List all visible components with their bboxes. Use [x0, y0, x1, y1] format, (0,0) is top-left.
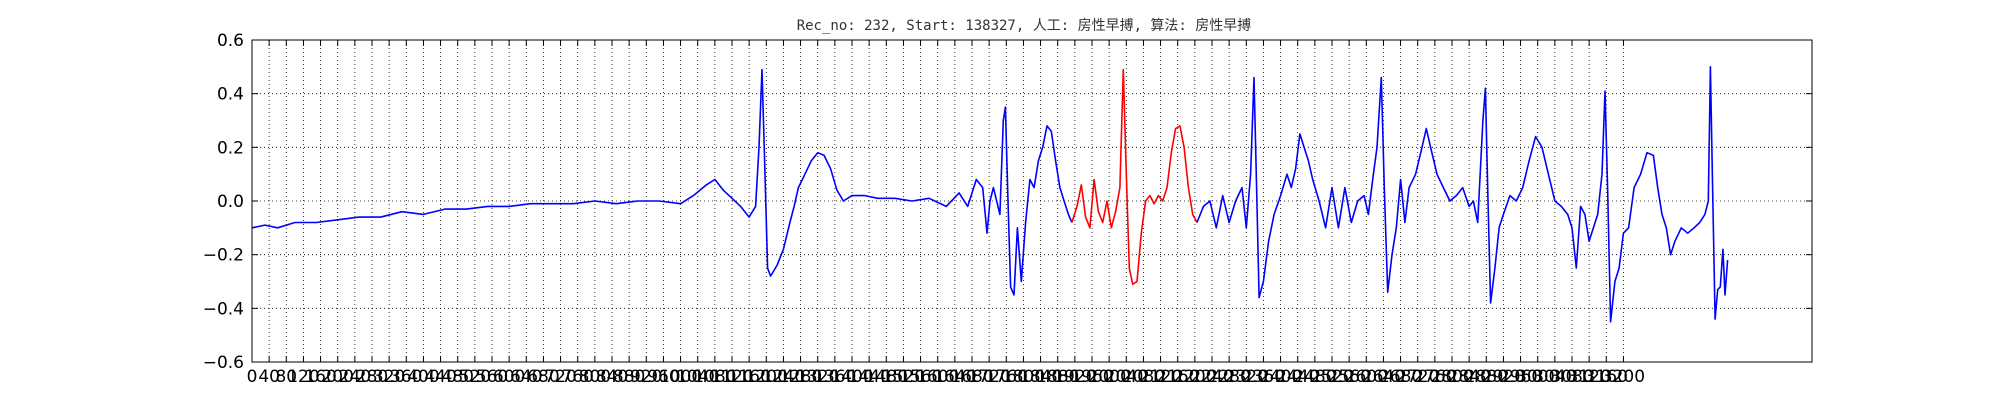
y-tick-label: −0.2	[203, 246, 244, 266]
x-tick-label: 0	[247, 367, 258, 387]
x-tick-label: 2520	[1310, 367, 1353, 387]
x-tick-label: 2280	[1208, 367, 1251, 387]
x-tick-label: 3160	[1585, 367, 1628, 387]
x-tick-label: 160	[304, 367, 336, 387]
x-tick-label: 80	[275, 367, 297, 387]
x-tick-label: 40	[258, 367, 280, 387]
x-tick-label: 1680	[950, 367, 993, 387]
x-tick-label: 1640	[933, 367, 976, 387]
x-tick-label: 240	[339, 367, 371, 387]
x-tick-label: 2840	[1448, 367, 1491, 387]
x-tick-label: 1400	[830, 367, 873, 387]
x-tick-label: 2080	[1122, 367, 1165, 387]
x-tick-label: 2680	[1379, 367, 1422, 387]
x-tick-label: 2200	[1173, 367, 1216, 387]
x-tick-label: 120	[287, 367, 319, 387]
x-tick-label: 1120	[710, 367, 753, 387]
x-tick-label: 2920	[1482, 367, 1525, 387]
x-tick-label: 1440	[848, 367, 891, 387]
x-tick-label: 1840	[1019, 367, 1062, 387]
x-tick-label: 1800	[1002, 367, 1045, 387]
x-axis-tick-labels: 0 408012016020024028032036040044048052056…	[247, 367, 1645, 387]
x-tick-label: 1200	[745, 367, 788, 387]
x-tick-label: 200	[321, 367, 353, 387]
x-tick-label: 320	[373, 367, 405, 387]
x-tick-label: 440	[424, 367, 456, 387]
x-tick-label: 400	[407, 367, 439, 387]
x-tick-label: 1240	[762, 367, 805, 387]
x-tick-label: 1280	[779, 367, 822, 387]
chart-title: Rec_no: 232, Start: 138327, 人工: 房性早搏, 算法…	[797, 17, 1252, 34]
ecg-series-line	[1196, 66, 1729, 323]
x-tick-label: 1480	[865, 367, 908, 387]
x-tick-label: 800	[579, 367, 611, 387]
x-tick-label: 3000	[1516, 367, 1559, 387]
x-tick-label: 2000	[1088, 367, 1131, 387]
x-tick-label: 3040	[1533, 367, 1576, 387]
x-tick-label: 2040	[1105, 367, 1148, 387]
x-tick-label: 680	[527, 367, 559, 387]
x-tick-label: 360	[390, 367, 422, 387]
x-tick-label: 480	[441, 367, 473, 387]
y-tick-label: 0.4	[217, 85, 244, 105]
x-tick-label: 2800	[1430, 367, 1473, 387]
x-tick-label: 1600	[916, 367, 959, 387]
x-tick-label: 2400	[1259, 367, 1302, 387]
x-tick-label: 920	[630, 367, 662, 387]
ecg-signal	[251, 66, 1729, 323]
y-tick-label: 0.2	[217, 138, 244, 158]
y-tick-label: −0.6	[203, 353, 244, 373]
x-tick-label: 600	[493, 367, 525, 387]
x-tick-label: 2880	[1465, 367, 1508, 387]
x-tick-label: 560	[476, 367, 508, 387]
x-tick-label: 1960	[1070, 367, 1113, 387]
x-tick-label: 1880	[1036, 367, 1079, 387]
x-tick-label: 2120	[1139, 367, 1182, 387]
x-tick-label: 2640	[1362, 367, 1405, 387]
x-tick-label: 1920	[1053, 367, 1096, 387]
x-tick-label: 960	[647, 367, 679, 387]
ecg-series-line	[1071, 68, 1198, 285]
x-tick-label: 2560	[1328, 367, 1371, 387]
x-tick-label: 1160	[728, 367, 771, 387]
x-tick-label: 1720	[968, 367, 1011, 387]
x-tick-label: 1320	[796, 367, 839, 387]
x-tick-label: 2360	[1242, 367, 1285, 387]
x-tick-label: 1360	[813, 367, 856, 387]
x-tick-label: 2320	[1225, 367, 1268, 387]
x-tick-label: 2240	[1190, 367, 1233, 387]
x-tick-label: 1560	[899, 367, 942, 387]
x-tick-label: 2600	[1345, 367, 1388, 387]
y-axis-tick-labels: −0.6 −0.4 −0.2 0.0 0.2 0.4 0.6	[203, 31, 244, 373]
x-tick-label: 3120	[1568, 367, 1611, 387]
x-tick-label: 640	[510, 367, 542, 387]
x-tick-label: 2160	[1156, 367, 1199, 387]
x-tick-label: 1520	[882, 367, 925, 387]
x-tick-label: 3200	[1602, 367, 1645, 387]
y-tick-label: 0.0	[217, 192, 244, 212]
x-tick-label: 520	[459, 367, 491, 387]
y-tick-label: −0.4	[203, 299, 244, 319]
x-tick-label: 880	[613, 367, 645, 387]
x-tick-label: 2480	[1293, 367, 1336, 387]
x-tick-label: 840	[596, 367, 628, 387]
x-tick-label: 1760	[985, 367, 1028, 387]
grid-lines	[252, 40, 1812, 362]
x-tick-label: 1040	[676, 367, 719, 387]
x-tick-label: 3080	[1550, 367, 1593, 387]
x-tick-label: 1080	[693, 367, 736, 387]
x-tick-label: 280	[356, 367, 388, 387]
x-tick-label: 2440	[1276, 367, 1319, 387]
x-tick-label: 760	[561, 367, 593, 387]
x-tick-label: 2760	[1413, 367, 1456, 387]
x-tick-label: 2720	[1396, 367, 1439, 387]
x-tick-label: 1000	[659, 367, 702, 387]
x-tick-label: 2960	[1499, 367, 1542, 387]
y-tick-label: 0.6	[217, 31, 244, 51]
x-tick-label: 720	[544, 367, 576, 387]
ecg-series-line	[251, 68, 1073, 296]
axis-ticks	[251, 39, 1812, 363]
